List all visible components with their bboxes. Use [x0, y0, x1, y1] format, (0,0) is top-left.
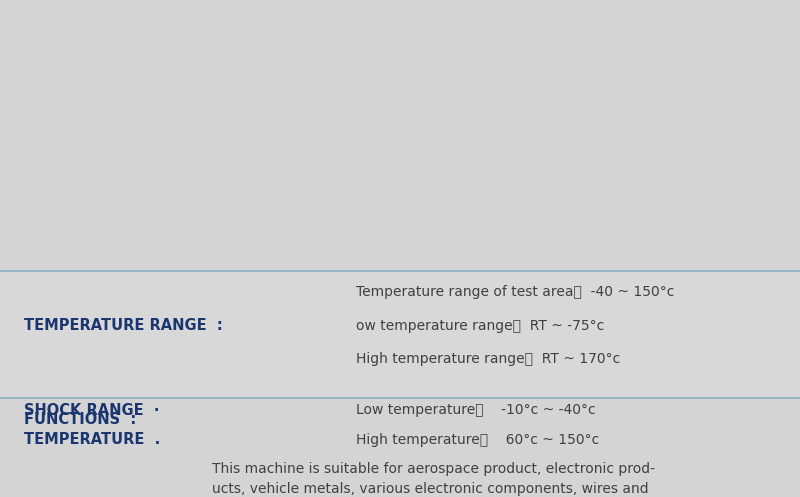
Text: SHOCK RANGE  ·: SHOCK RANGE ·	[24, 403, 159, 417]
Text: Temperature range of test area：  -40 ~ 150°c: Temperature range of test area： -40 ~ 15…	[356, 285, 674, 299]
Text: This machine is suitable for aerospace product, electronic prod-
ucts, vehicle m: This machine is suitable for aerospace p…	[212, 462, 686, 497]
Bar	[0, 0, 800, 271]
Text: TEMPERATURE  .: TEMPERATURE .	[24, 432, 160, 447]
Text: FUNCTIONS  :: FUNCTIONS :	[24, 413, 136, 427]
Bar	[0, 398, 800, 497]
Text: TEMPERATURE RANGE  :: TEMPERATURE RANGE :	[24, 318, 222, 333]
Text: ow temperature range：  RT ~ -75°c: ow temperature range： RT ~ -75°c	[356, 319, 604, 332]
Text: High temperature range：  RT ~ 170°c: High temperature range： RT ~ 170°c	[356, 352, 620, 366]
Bar	[0, 271, 800, 398]
Text: High temperature：    60°c ~ 150°c: High temperature： 60°c ~ 150°c	[356, 433, 599, 447]
Text: Low temperature：    -10°c ~ -40°c: Low temperature： -10°c ~ -40°c	[356, 403, 596, 417]
